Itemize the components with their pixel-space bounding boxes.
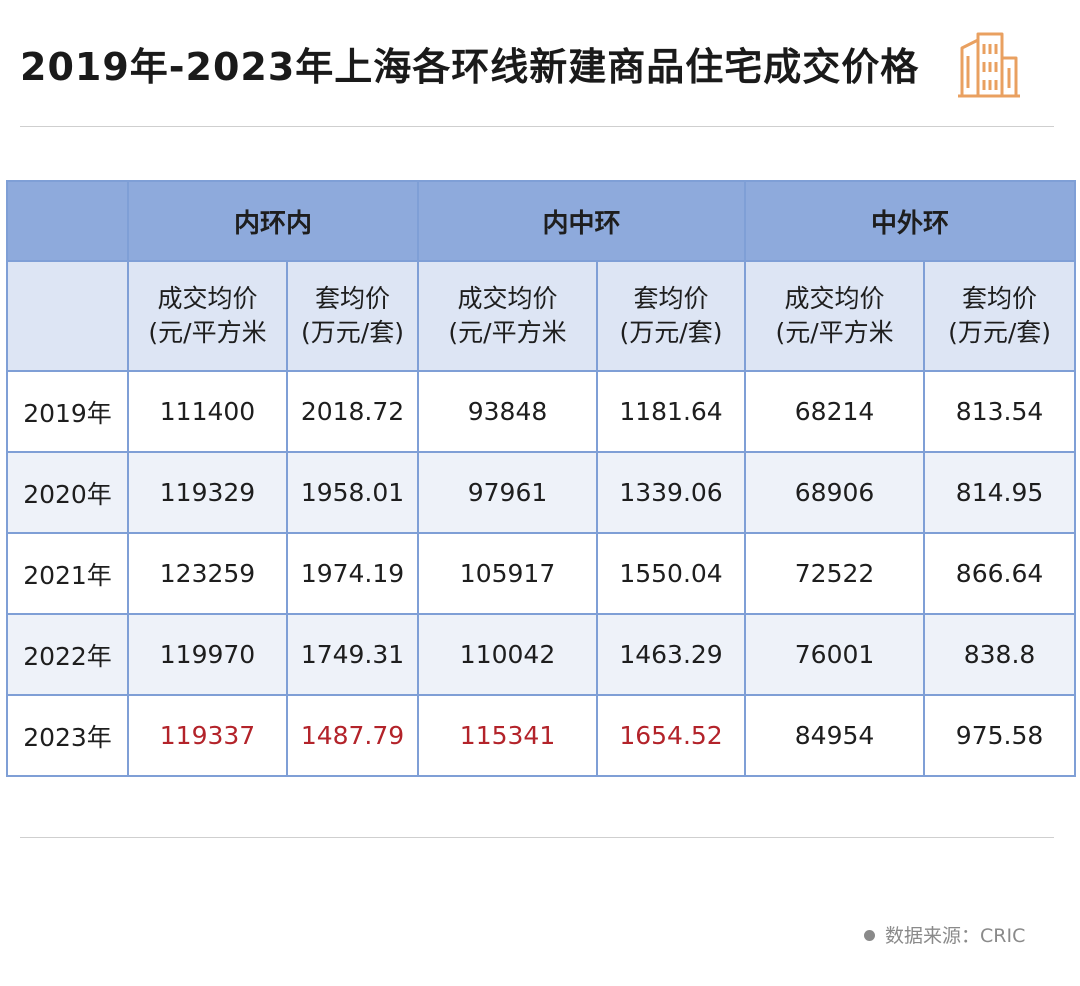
table-cell: 110042	[417, 613, 599, 696]
highlight-cell: 115341	[417, 694, 599, 777]
highlight-cell: 1487.79	[285, 694, 420, 777]
table-row: 2022年 119970 1749.31 110042 1463.29 7600…	[6, 613, 1077, 696]
sub-header: 套均价 (万元/套)	[923, 260, 1077, 372]
table-cell: 97961	[417, 451, 599, 534]
table-cell: 1463.29	[596, 613, 747, 696]
page-title: 2019年-2023年上海各环线新建商品住宅成交价格	[20, 45, 920, 89]
table-cell: 119329	[127, 451, 288, 534]
table-row: 2020年 119329 1958.01 97961 1339.06 68906…	[6, 451, 1077, 534]
group-header-inner: 内环内	[126, 180, 420, 262]
sub-header: 套均价 (万元/套)	[596, 260, 747, 372]
highlight-cell: 119337	[127, 694, 288, 777]
table-cell: 84954	[744, 694, 926, 777]
table-cell: 1339.06	[596, 451, 747, 534]
sub-header-row: 成交均价 (元/平方米 套均价 (万元/套) 成交均价 (元/平方米 套均价 (万元/套…	[6, 260, 1077, 372]
table-cell: 105917	[417, 532, 599, 615]
table-cell: 838.8	[923, 613, 1077, 696]
table-cell: 111400	[127, 370, 288, 453]
table-cell: 1181.64	[596, 370, 747, 453]
year-cell: 2022年	[6, 613, 129, 696]
corner-cell	[6, 180, 129, 262]
table-cell: 814.95	[923, 451, 1077, 534]
table-row: 2019年 111400 2018.72 93848 1181.64 68214…	[6, 370, 1077, 453]
bullet-icon	[864, 930, 875, 941]
source-note: 数据来源：CRIC	[864, 921, 1025, 948]
buildings-icon	[958, 32, 1020, 98]
table-cell: 93848	[417, 370, 599, 453]
corner-cell	[6, 260, 129, 372]
table-cell: 76001	[744, 613, 926, 696]
group-header-middle-outer: 中外环	[744, 180, 1077, 262]
table-cell: 1958.01	[285, 451, 420, 534]
year-cell: 2020年	[6, 451, 129, 534]
table-row: 2023年 119337 1487.79 115341 1654.52 8495…	[6, 694, 1077, 777]
table-cell: 68214	[744, 370, 926, 453]
table-row: 2021年 123259 1974.19 105917 1550.04 7252…	[6, 532, 1077, 615]
highlight-cell: 1654.52	[596, 694, 747, 777]
table-cell: 2018.72	[285, 370, 420, 453]
table-cell: 1749.31	[285, 613, 420, 696]
table-cell: 813.54	[923, 370, 1077, 453]
year-cell: 2023年	[6, 694, 129, 777]
sub-header: 成交均价 (元/平方米	[127, 260, 288, 372]
sub-header: 套均价 (万元/套)	[285, 260, 420, 372]
source-text: 数据来源：CRIC	[885, 925, 1026, 947]
group-header-row: 内环内 内中环 中外环	[6, 180, 1077, 262]
table-cell: 72522	[744, 532, 926, 615]
table-cell: 119970	[127, 613, 288, 696]
title-divider	[20, 126, 1054, 127]
sub-header: 成交均价 (元/平方米	[744, 260, 926, 372]
sub-header: 成交均价 (元/平方米	[417, 260, 599, 372]
footer-divider	[20, 837, 1054, 838]
group-header-inner-middle: 内中环	[417, 180, 747, 262]
year-cell: 2021年	[6, 532, 129, 615]
year-cell: 2019年	[6, 370, 129, 453]
table-cell: 1974.19	[285, 532, 420, 615]
table-cell: 975.58	[923, 694, 1077, 777]
table-cell: 123259	[127, 532, 288, 615]
table-cell: 866.64	[923, 532, 1077, 615]
table-cell: 68906	[744, 451, 926, 534]
table-cell: 1550.04	[596, 532, 747, 615]
price-table: 内环内 内中环 中外环 成交均价 (元/平方米 套均价 (万元/套) 成交均价 (元/…	[6, 180, 1077, 777]
